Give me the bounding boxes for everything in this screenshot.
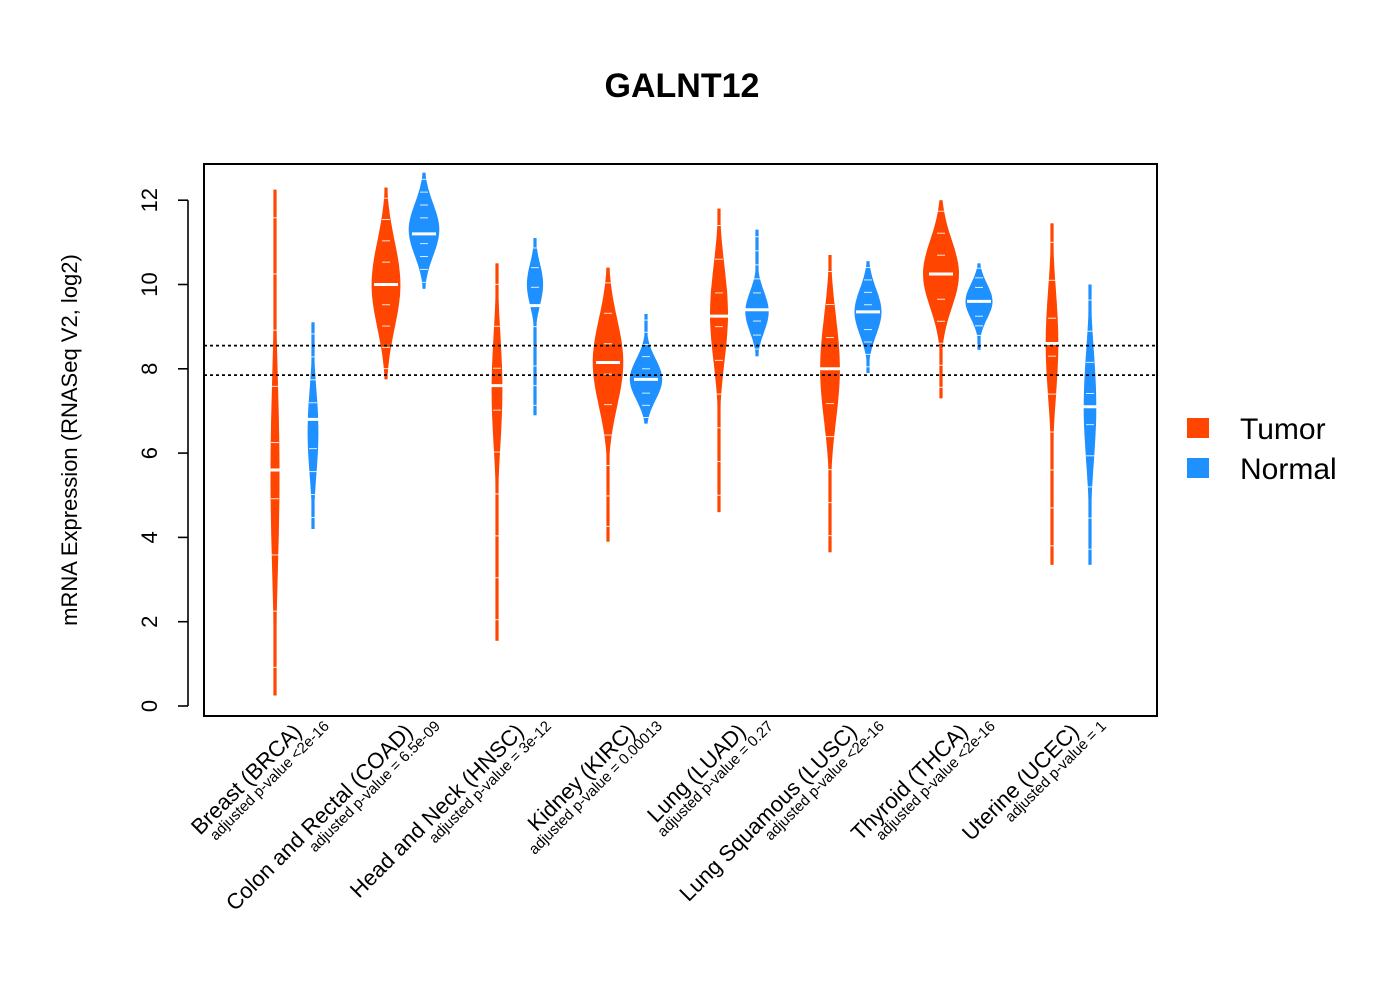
- y-tick-label-6: 6: [137, 447, 162, 459]
- legend-swatch-tumor: [1187, 418, 1209, 438]
- x-label-breast-brca: Breast (BRCA): [186, 719, 307, 840]
- y-tick-label-2: 2: [137, 616, 162, 628]
- legend: Tumor Normal: [1187, 413, 1337, 486]
- legend-label-normal: Normal: [1240, 453, 1337, 486]
- plot-frame: [203, 163, 1158, 717]
- x-label-lung-squamous-lusc: Lung Squamous (LUSC): [674, 719, 861, 906]
- legend-swatch-normal: [1187, 458, 1209, 478]
- y-axis: 0 2 4 6 8 10 12: [137, 188, 189, 712]
- y-axis-label: mRNA Expression (RNASeq V2, log2): [57, 254, 82, 626]
- y-tick-label-8: 8: [137, 363, 162, 375]
- violin-normal-lung-squamous-lusc: [854, 261, 882, 373]
- reference-lines: [204, 344, 1157, 377]
- violin-normal-breast-brca: [307, 322, 319, 529]
- y-tick-label-0: 0: [137, 700, 162, 712]
- violin-normal-thyroid-thca: [965, 263, 993, 350]
- x-label-colon-and-rectal-coad: Colon and Rectal (COAD): [221, 719, 418, 916]
- y-tick-label-4: 4: [137, 531, 162, 543]
- p-value-kidney-kirc: adjusted p-value = 0.00013: [526, 718, 666, 858]
- violin-normal-colon-and-rectal-coad: [408, 172, 440, 289]
- violin-layer: [263, 172, 1102, 696]
- x-axis-labels: Breast (BRCA)adjusted p-value <2e-16Colo…: [186, 718, 1110, 916]
- y-tick-label-12: 12: [137, 188, 162, 212]
- legend-label-tumor: Tumor: [1240, 413, 1326, 446]
- chart-title: GALNT12: [605, 67, 760, 105]
- y-tick-label-10: 10: [137, 272, 162, 296]
